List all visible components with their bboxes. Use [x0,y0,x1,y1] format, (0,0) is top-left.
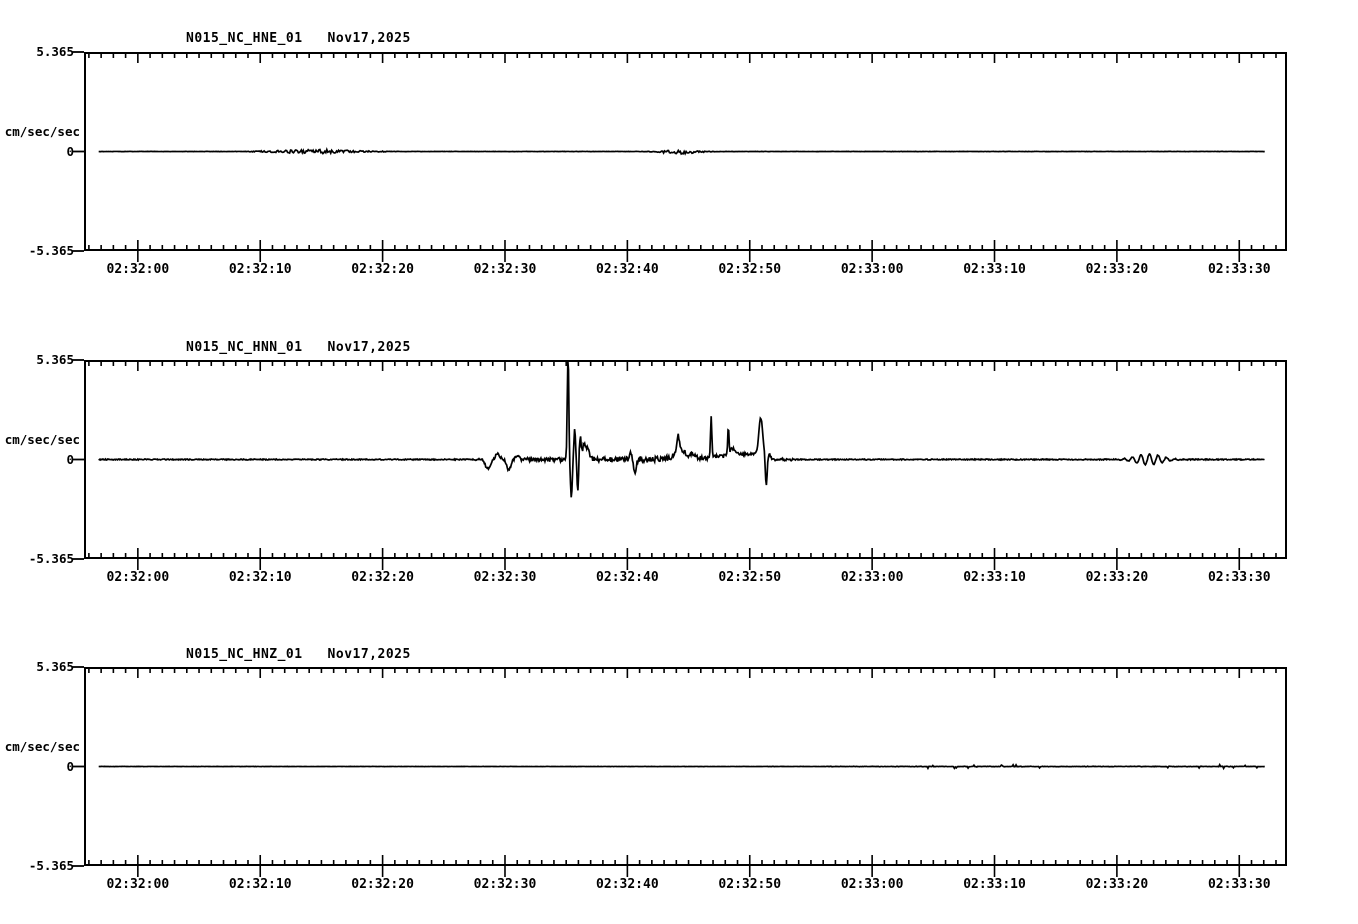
x-tick-label: 02:32:20 [351,877,414,892]
y-axis-unit-label: cm/sec/sec [4,738,80,754]
x-tick-label: 02:32:50 [718,877,782,892]
x-tick-label: 02:33:10 [963,570,1026,585]
y-tick-label: -5.365 [28,551,74,566]
x-tick-label: 02:33:00 [840,570,904,585]
x-tick-label: 02:32:40 [596,570,659,585]
x-tick-label: 02:32:10 [228,570,292,585]
y-axis-unit-label: cm/sec/sec [4,431,80,447]
plot-frame [84,52,1287,251]
x-tick-label: 02:32:30 [473,262,537,277]
x-tick-label: 02:32:00 [106,262,170,277]
x-tick-label: 02:32:00 [106,877,170,892]
x-tick-label: 02:33:10 [963,262,1026,277]
y-tick-label: 5.365 [36,44,74,59]
y-tick-label: 5.365 [36,659,74,674]
panel-title: N015_NC_HNN_01 Nov17,2025 [186,340,411,355]
x-tick-label: 02:33:30 [1207,877,1271,892]
x-tick-label: 02:33:30 [1207,570,1271,585]
x-tick-label: 02:32:50 [718,262,782,277]
x-tick-label: 02:33:00 [840,262,904,277]
x-tick-label: 02:32:10 [228,877,292,892]
y-tick-label: -5.365 [28,858,74,873]
plot-frame [84,667,1287,866]
x-tick-label: 02:33:10 [963,877,1026,892]
plot-frame [84,360,1287,559]
panel-title: N015_NC_HNE_01 Nov17,2025 [186,31,411,46]
x-tick-label: 02:32:30 [473,570,537,585]
x-tick-label: 02:32:40 [596,877,659,892]
x-tick-label: 02:33:20 [1085,877,1149,892]
y-tick-label: 5.365 [36,352,74,367]
x-tick-label: 02:32:20 [351,570,414,585]
x-tick-label: 02:32:20 [351,262,414,277]
x-tick-label: 02:33:00 [840,877,904,892]
x-tick-label: 02:33:20 [1085,570,1149,585]
panel-title: N015_NC_HNZ_01 Nov17,2025 [186,647,411,662]
x-tick-label: 02:32:40 [596,262,659,277]
x-tick-label: 02:33:20 [1085,262,1149,277]
y-tick-label: 0 [66,451,74,467]
x-tick-label: 02:32:00 [106,570,170,585]
x-tick-label: 02:32:50 [718,570,782,585]
x-tick-label: 02:33:30 [1207,262,1271,277]
x-tick-label: 02:32:10 [228,262,292,277]
y-axis-unit-label: cm/sec/sec [4,123,80,139]
y-tick-label: 0 [66,143,74,159]
y-tick-label: 0 [66,758,74,774]
y-tick-label: -5.365 [28,243,74,258]
x-tick-label: 02:32:30 [473,877,537,892]
